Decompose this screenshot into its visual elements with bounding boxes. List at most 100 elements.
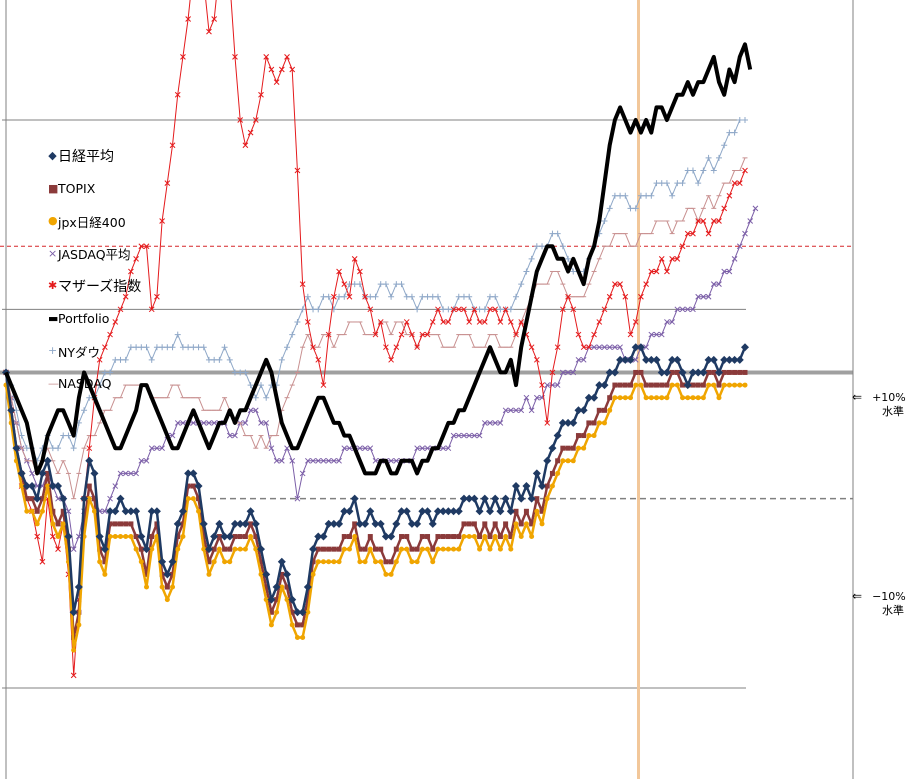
series-6-point: [216, 356, 223, 363]
series-4-point: [648, 268, 655, 275]
series-4-point: [107, 331, 113, 338]
series-1-point: [45, 470, 51, 476]
series-2-point: [352, 534, 358, 540]
series-2-point: [404, 546, 410, 552]
series-0-point: [459, 494, 468, 503]
series-4-point: [481, 319, 488, 325]
series-2-point: [513, 521, 519, 527]
series-0-point: [355, 519, 364, 528]
series-1-point: [560, 445, 566, 451]
series-1-point: [393, 546, 399, 552]
series-6-point: [60, 432, 67, 439]
series-2-point: [440, 546, 446, 552]
series-3-point: [455, 432, 462, 439]
series-3-point: [102, 508, 108, 515]
series-6-point: [434, 293, 441, 300]
legend-label: NYダウ: [58, 344, 100, 360]
series-1-point: [482, 521, 488, 527]
series-0-point: [319, 532, 328, 541]
series-4-point: [586, 344, 592, 351]
series-4-point: [263, 54, 270, 60]
series-6-point: [700, 167, 707, 174]
series-4-point: [86, 445, 93, 452]
series-3-point: [518, 407, 525, 414]
series-2-point: [737, 382, 743, 388]
series-0-point: [741, 343, 749, 352]
legend-label: 日経平均: [58, 149, 114, 166]
series-2-point: [544, 496, 550, 502]
series-6-point: [382, 281, 389, 288]
series-4-point: [580, 344, 587, 351]
series-6-point: [669, 192, 676, 199]
series-3-point: [596, 344, 603, 351]
series-0-point: [28, 482, 37, 491]
series-2-point: [430, 559, 436, 565]
series-0-point: [48, 482, 57, 491]
series-4-point: [49, 533, 56, 540]
series-3-point: [632, 356, 639, 363]
series-2-point: [539, 521, 545, 527]
series-0-point: [454, 507, 463, 516]
series-6-point: [658, 180, 665, 187]
series-6-point: [174, 331, 181, 338]
series-0-point: [720, 355, 729, 364]
series-1-point: [435, 534, 441, 540]
series-4-point: [383, 344, 389, 351]
series-6-point: [424, 293, 431, 300]
series-4-point: [575, 331, 582, 338]
series-3-point: [206, 420, 212, 426]
series-1-point: [175, 534, 181, 540]
series-0-point: [392, 519, 401, 528]
series-4-point: [159, 218, 165, 224]
left-arrow-icon: ⇐: [852, 390, 863, 404]
series-4-point: [570, 306, 577, 313]
legend-marker-icon: +: [48, 344, 58, 358]
series-1-point: [206, 559, 212, 565]
series-6-point: [445, 306, 452, 313]
series-6-point: [112, 356, 119, 363]
series-6-point: [325, 293, 332, 300]
series-3-point: [580, 356, 587, 363]
series-4-point: [268, 66, 275, 73]
series-2-point: [648, 395, 654, 401]
series-4-point: [102, 344, 108, 351]
series-1-point: [310, 559, 316, 565]
series-0-point: [621, 355, 630, 364]
series-0-point: [17, 469, 26, 478]
series-2-point: [336, 559, 342, 565]
series-0-point: [184, 469, 193, 478]
series-0-point: [241, 519, 250, 528]
series-0-point: [496, 507, 505, 516]
series-1-point: [440, 534, 446, 540]
series-0-point: [303, 583, 312, 592]
series-4-point: [289, 66, 296, 73]
series-2-point: [331, 559, 337, 565]
series-2-point: [643, 395, 649, 401]
series-4-point: [601, 306, 608, 313]
series-3-point: [211, 420, 218, 426]
series-4-point: [372, 331, 379, 338]
series-3-point: [284, 445, 290, 452]
series-6-point: [606, 205, 613, 212]
series-4-point: [445, 319, 452, 325]
series-0-point: [314, 532, 323, 541]
series-3-point: [643, 344, 649, 351]
series-1-point: [471, 521, 477, 527]
series-4-point: [304, 319, 311, 325]
series-0-point: [158, 557, 167, 566]
series-3-point: [247, 407, 254, 414]
series-4-point: [232, 54, 238, 60]
series-4-point: [658, 255, 665, 262]
series-4-point: [96, 356, 103, 363]
series-2-point: [190, 496, 196, 502]
series-4-point: [154, 293, 160, 300]
series-6-point: [49, 445, 56, 452]
series-4-point: [612, 281, 618, 287]
series-4-point: [55, 546, 61, 553]
series-6-point: [164, 344, 171, 351]
series-3-point: [575, 356, 582, 363]
series-4-point: [174, 91, 181, 98]
series-3-point: [372, 457, 379, 464]
series-0-point: [517, 494, 526, 503]
left-arrow-icon: ⇐: [852, 589, 863, 603]
